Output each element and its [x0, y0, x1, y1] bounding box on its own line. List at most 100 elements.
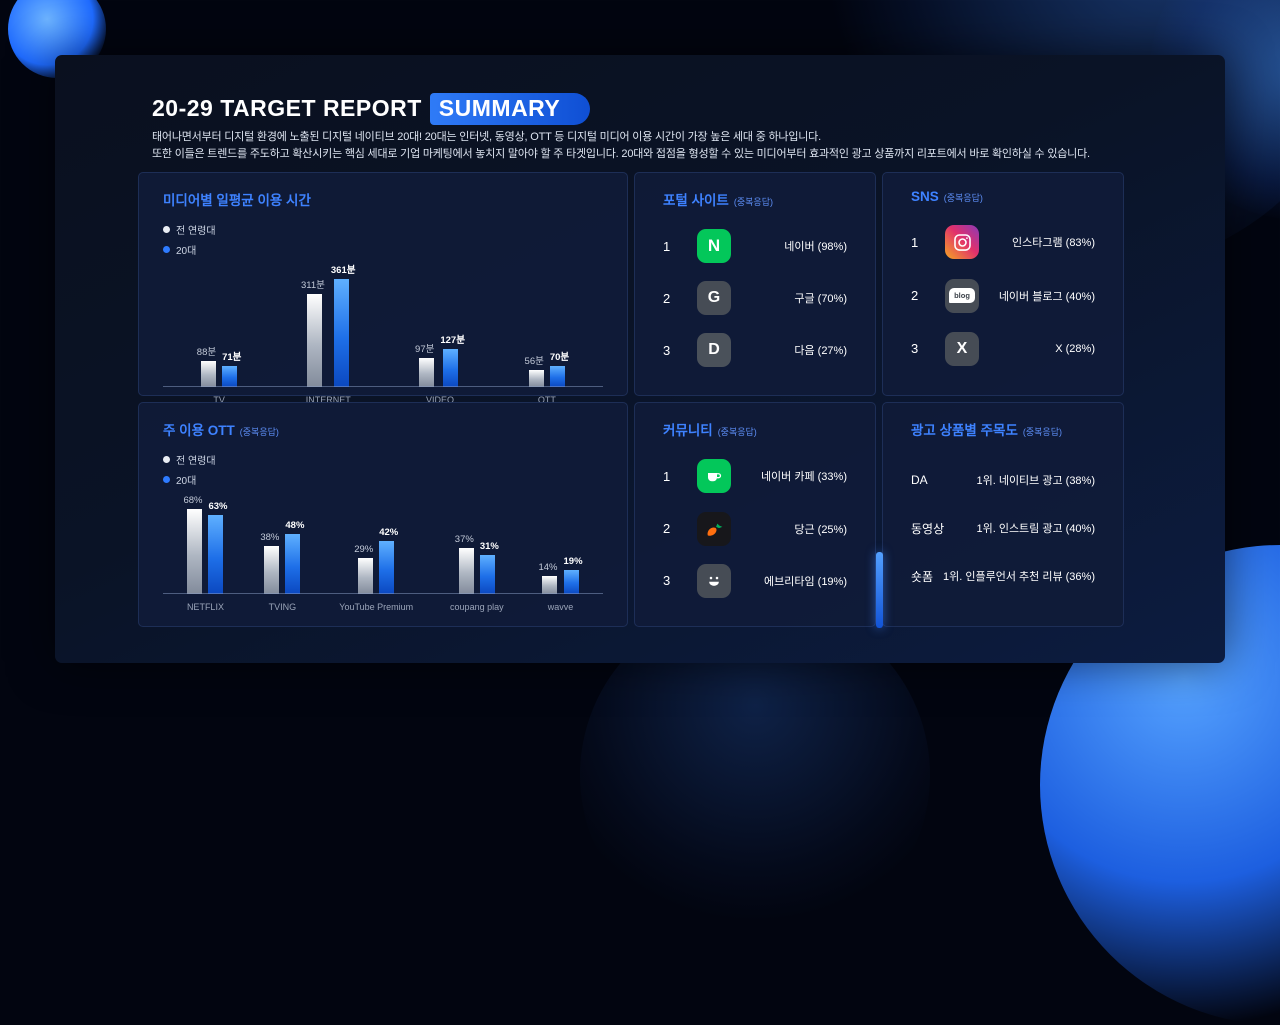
bar-category-label: NETFLIX: [186, 602, 224, 612]
title-highlight: SUMMARY: [429, 93, 591, 125]
bar-value-label: 37%: [454, 534, 474, 545]
panel-portal-title: 포털 사이트 (중복응답): [663, 189, 847, 209]
portal-rank-list: 1 네이버 (98%) 2 구글 (70%) 3 다음 (27%): [663, 211, 847, 385]
bar-value-label: 31%: [479, 541, 499, 552]
rank-number: 2: [663, 290, 671, 306]
list-item: 1 인스타그램 (83%): [911, 225, 1095, 260]
panel-ott-title: 주 이용 OTT (중복응답): [163, 419, 603, 439]
bar-category-label: TV: [213, 395, 225, 405]
list-item: 1 네이버 (98%): [663, 229, 847, 263]
page-title: 20-29 TARGET REPORT SUMMARY: [152, 93, 591, 125]
legend-dot-twenties: [163, 246, 170, 253]
bar-value-label: 29%: [354, 544, 374, 555]
bar-category-label: VIDEO: [425, 395, 454, 405]
legend-dot-twenties: [163, 476, 170, 483]
media-chart-legend: 전 연령대 20대: [163, 222, 603, 262]
bar-group: 68% 63% NETFLIX: [183, 495, 227, 614]
legend-label-twenties: 20대: [176, 476, 197, 487]
naver-blog-icon: [945, 278, 979, 313]
panel-ott-title-text: 주 이용 OTT: [163, 423, 235, 438]
bar-value-label: 42%: [379, 527, 399, 538]
legend-dot-all-ages: [163, 456, 170, 463]
panel-grid: 미디어별 일평균 이용 시간 전 연령대 20대 88분 71분 TV 311분 361…: [138, 172, 1124, 627]
rank-number: 1: [911, 234, 919, 250]
bar-value-label: 97분: [415, 344, 435, 355]
rank-number: 1: [663, 238, 671, 254]
bar-twenties: [333, 279, 349, 387]
bar-value-label: 71분: [222, 352, 242, 363]
bar-group: 56분 70분 OTT: [524, 349, 570, 407]
instagram-icon: [945, 225, 979, 260]
description-line-1: 태어나면서부터 디지털 환경에 노출된 디지털 네이티브 20대! 20대는 인…: [152, 131, 821, 143]
ott-chart-legend: 전 연령대 20대: [163, 452, 603, 492]
bar-all-ages: [358, 558, 374, 594]
panel-media-time: 미디어별 일평균 이용 시간 전 연령대 20대 88분 71분 TV 311분 361…: [138, 172, 628, 405]
list-item: 2 당근 (25%): [663, 511, 847, 546]
list-item: DA 1위. 네이티브 광고 (38%): [911, 472, 1095, 488]
media-usage-bar-chart: 88분 71분 TV 311분 361분 INTERNET 97분 127분 VIDEO 56분 7…: [163, 262, 603, 407]
panel-sns-title: SNS (중복응답): [911, 189, 1095, 204]
bar-category-label: OTT: [537, 395, 556, 405]
bar-value-label: 38%: [260, 532, 280, 543]
title-main: 20-29 TARGET REPORT: [152, 95, 422, 121]
rank-label: 에브리타임 (19%): [764, 575, 847, 588]
description-line-2: 또한 이들은 트렌드를 주도하고 확산시키는 핵심 세대로 기업 마케팅에서 놓…: [152, 148, 1090, 160]
bar-all-ages: [307, 294, 323, 387]
x-icon: [945, 331, 979, 366]
bar-twenties: [479, 555, 495, 594]
bar-twenties: [443, 349, 459, 387]
ad-category: 숏폼: [911, 569, 934, 584]
ott-usage-bar-chart: 68% 63% NETFLIX 38% 48% TVING 29% 42% YouTube Pr…: [163, 495, 603, 614]
panel-ott-subtitle: (중복응답): [239, 427, 279, 437]
rank-number: 3: [663, 342, 671, 358]
rank-number: 1: [663, 468, 671, 484]
ad-category: 동영상: [911, 521, 945, 536]
bar-all-ages: [200, 361, 216, 387]
ad-products-list: DA 1위. 네이티브 광고 (38%) 동영상 1위. 인스트림 광고 (40…: [911, 441, 1095, 616]
bar-category-label: YouTube Premium: [339, 602, 414, 612]
bar-group: 14% 19% wavve: [538, 556, 582, 614]
bar-group: 311분 361분 INTERNET: [301, 262, 356, 407]
list-item: 동영상 1위. 인스트림 광고 (40%): [911, 520, 1095, 537]
panel-media-time-title: 미디어별 일평균 이용 시간: [163, 193, 311, 208]
rank-label: X (28%): [1055, 342, 1095, 355]
legend-item-all-ages: 전 연령대: [163, 222, 603, 237]
rank-label: 당근 (25%): [794, 523, 847, 536]
panel-ad-products-subtitle: (중복응답): [1022, 427, 1062, 437]
accent-bar: [876, 552, 883, 628]
bar-value-label: 361분: [330, 265, 356, 276]
bar-twenties: [222, 366, 238, 387]
bar-value-label: 48%: [285, 520, 305, 531]
rank-label: 네이버 (98%): [784, 241, 847, 253]
bar-category-label: INTERNET: [305, 395, 351, 405]
list-item: 3 다음 (27%): [663, 333, 847, 367]
rank-label: 네이버 카페 (33%): [760, 471, 847, 484]
bar-value-label: 127분: [440, 335, 465, 346]
bar-value-label: 56분: [524, 356, 544, 367]
list-item: 3 X (28%): [911, 331, 1095, 366]
community-rank-list: 1 네이버 카페 (33%) 2 당근 (25%) 3 에브리타임 (19%): [663, 441, 847, 616]
daum-icon: [697, 333, 731, 367]
panel-ad-products-title-text: 광고 상품별 주목도: [911, 423, 1018, 438]
list-item: 숏폼 1위. 인플루언서 추천 리뷰 (36%): [911, 568, 1095, 585]
legend-label-all-ages: 전 연령대: [176, 456, 216, 467]
ad-top-product: 1위. 인플루언서 추천 리뷰 (36%): [943, 571, 1095, 584]
bar-group: 37% 31% coupang play: [450, 534, 504, 614]
panel-portal-subtitle: (중복응답): [733, 197, 773, 207]
bar-twenties: [379, 541, 395, 594]
bar-group: 88분 71분 TV: [197, 344, 242, 407]
google-icon: [697, 281, 731, 315]
sns-rank-list: 1 인스타그램 (83%) 2 네이버 블로그 (40%) 3 X (28%): [911, 206, 1095, 385]
panel-ad-products-title: 광고 상품별 주목도 (중복응답): [911, 419, 1095, 439]
legend-item-twenties: 20대: [163, 242, 603, 257]
bar-value-label: 70분: [549, 352, 570, 363]
bar-all-ages: [528, 370, 544, 387]
bar-twenties: [563, 570, 579, 594]
rank-label: 다음 (27%): [794, 345, 847, 357]
panel-community-title: 커뮤니티 (중복응답): [663, 419, 847, 439]
naver-icon: [697, 229, 731, 263]
bar-category-label: wavve: [547, 602, 574, 612]
legend-label-all-ages: 전 연령대: [176, 226, 216, 237]
bar-all-ages: [187, 509, 203, 594]
bar-group: 38% 48% TVING: [260, 520, 305, 614]
